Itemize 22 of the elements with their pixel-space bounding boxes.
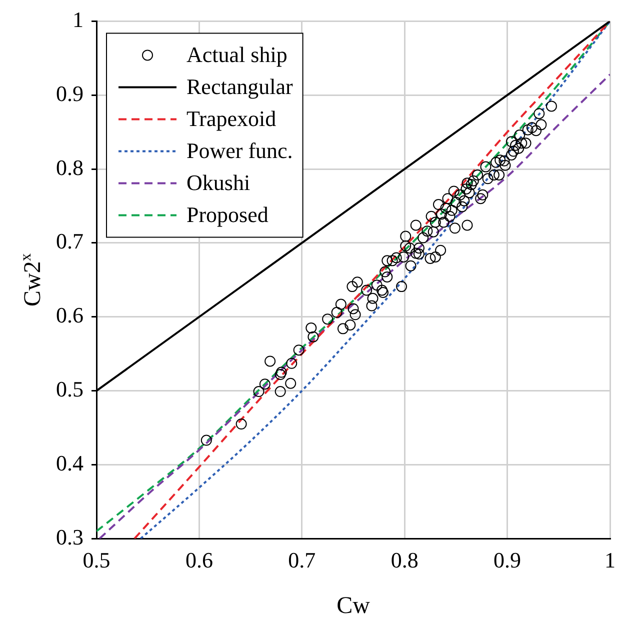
legend-label: Trapexoid: [186, 106, 276, 131]
y-tick-label: 0.6: [56, 302, 84, 328]
x-tick-label: 0.5: [82, 548, 110, 573]
x-tick-label: 0.8: [390, 548, 418, 573]
x-tick-label: 0.6: [185, 548, 213, 573]
y-tick-label: 0.7: [56, 228, 84, 254]
y-tick-label: 0.5: [56, 376, 84, 402]
x-tick-label: 0.7: [288, 548, 316, 573]
y-tick-label: 0.3: [56, 524, 84, 550]
y-tick-label: 0.8: [56, 154, 84, 180]
x-tick-label: 1: [604, 548, 616, 573]
legend-label: Power func.: [186, 138, 293, 163]
y-tick-label: 0.4: [56, 450, 84, 476]
legend-label: Actual ship: [186, 42, 288, 67]
legend-label: Rectangular: [186, 74, 294, 99]
y-tick-label: 1: [72, 6, 84, 32]
y-tick-label: 0.9: [56, 80, 84, 106]
legend-label: Proposed: [186, 202, 268, 227]
x-axis-title: Cw: [336, 593, 371, 619]
x-tick-label: 0.9: [494, 548, 522, 573]
y-axis-title: Cw2x: [17, 253, 46, 306]
legend-label: Okushi: [186, 170, 250, 195]
